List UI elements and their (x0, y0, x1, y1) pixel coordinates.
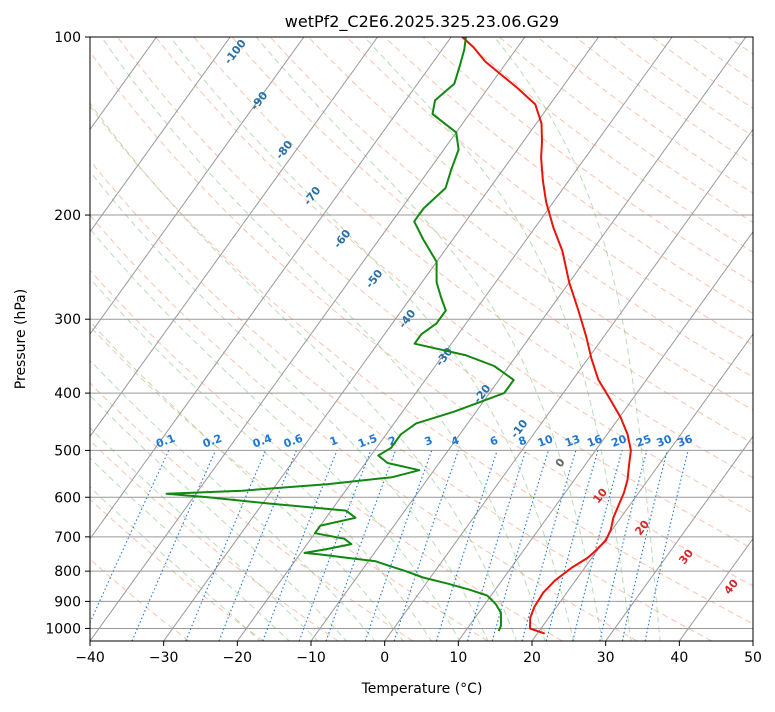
x-tick-label: 10 (449, 650, 467, 666)
y-tick-label: 600 (54, 490, 81, 506)
y-tick-label: 200 (54, 208, 81, 224)
x-tick-label: 20 (523, 650, 541, 666)
x-tick-label: 40 (670, 650, 688, 666)
x-tick-label: −20 (223, 650, 253, 666)
x-axis-label: Temperature (°C) (361, 681, 483, 697)
x-tick-label: −30 (149, 650, 179, 666)
y-tick-label: 300 (54, 312, 81, 328)
x-tick-label: −40 (75, 650, 105, 666)
chart-title: wetPf2_C2E6.2025.325.23.06.G29 (285, 12, 559, 32)
y-tick-label: 800 (54, 564, 81, 580)
x-tick-label: 0 (380, 650, 389, 666)
x-tick-label: 30 (597, 650, 615, 666)
y-tick-label: 100 (54, 30, 81, 46)
y-axis-label: Pressure (hPa) (13, 289, 29, 389)
y-tick-label: 900 (54, 594, 81, 610)
y-tick-label: 500 (54, 443, 81, 459)
y-tick-label: 1000 (45, 621, 81, 637)
x-tick-label: −10 (296, 650, 326, 666)
y-tick-label: 400 (54, 386, 81, 402)
x-tick-label: 50 (744, 650, 762, 666)
y-tick-label: 700 (54, 530, 81, 546)
